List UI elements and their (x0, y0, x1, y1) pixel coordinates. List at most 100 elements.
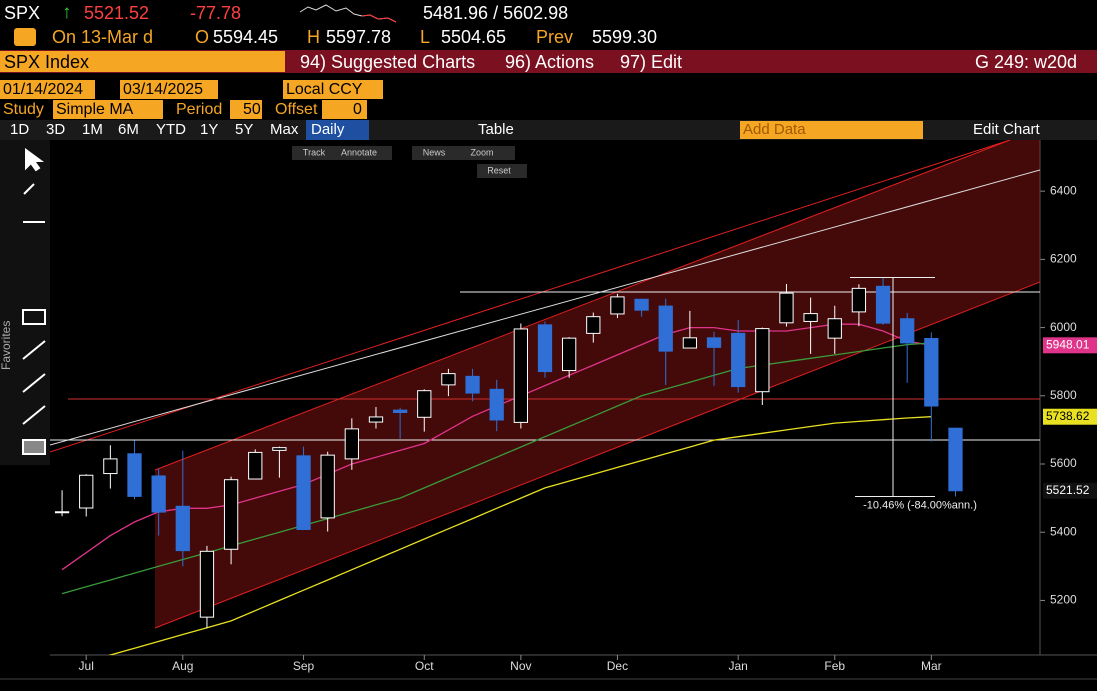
day-range: 5481.96 / 5602.98 (423, 3, 569, 23)
tool-button[interactable] (337, 146, 392, 160)
candle-body (610, 296, 625, 315)
tool-button[interactable] (292, 146, 347, 160)
range-button[interactable]: 1D (10, 121, 30, 138)
period[interactable]: 50 (243, 101, 261, 118)
currency[interactable]: Local CCY (286, 81, 363, 98)
menu[interactable]: 97) Edit (620, 52, 683, 72)
up-arrow: ↑ (62, 2, 72, 23)
page-code: G 249: w20d (975, 52, 1078, 72)
candle-body (248, 451, 263, 480)
candle-body (634, 298, 649, 311)
tool-label[interactable]: News (423, 147, 446, 157)
candle-body (320, 454, 335, 519)
menu[interactable]: 96) Actions (505, 52, 595, 72)
sparkline (299, 4, 397, 23)
offset-box[interactable] (322, 100, 367, 119)
x-tick-label: Nov (510, 659, 531, 673)
value-tag-label: 5521.52 (1046, 483, 1090, 497)
range-button[interactable]: Max (270, 121, 299, 138)
candle-body (779, 292, 794, 324)
edit-chart[interactable]: Edit Chart (973, 121, 1040, 138)
date-box[interactable] (120, 80, 218, 99)
range-button[interactable]: 6M (118, 121, 139, 138)
x-tick-label: Sep (293, 659, 315, 673)
date-box[interactable] (0, 80, 95, 99)
candle-body (827, 318, 842, 339)
value-tag-label: 5948.01 (1046, 337, 1090, 351)
candle-body (103, 458, 118, 475)
last-price: 5521.52 (84, 3, 150, 23)
candle-body (79, 474, 94, 509)
offset[interactable]: 0 (353, 101, 362, 118)
security[interactable]: SPX Index (4, 52, 90, 72)
drawings (50, 140, 1040, 629)
x-tick-label: Dec (607, 659, 628, 673)
as-of: On 13-Mar d (52, 27, 154, 47)
y-tick-label: 6200 (1050, 252, 1077, 266)
ticker: SPX (4, 3, 41, 23)
tool-label[interactable]: Zoom (470, 147, 493, 157)
candle-body (441, 373, 456, 386)
x-tick-label: Jul (79, 659, 94, 673)
y-tick-label: 5400 (1050, 524, 1077, 538)
y-tick-label: 6000 (1050, 320, 1077, 334)
freq-box[interactable] (306, 120, 369, 140)
y-tick-label: 5200 (1050, 593, 1077, 607)
candle-body (272, 447, 287, 451)
value-tag (1043, 408, 1097, 425)
range-button[interactable]: 1M (82, 121, 103, 138)
range-button[interactable]: 3D (46, 121, 66, 138)
candle-body (851, 287, 867, 313)
add-data-box[interactable] (740, 121, 923, 139)
menu[interactable]: 94) Suggested Charts (300, 52, 476, 72)
candle-body (127, 453, 142, 497)
low: 5504.65 (441, 27, 507, 47)
tool-label[interactable]: Track (303, 147, 326, 157)
table-button[interactable]: Table (478, 121, 514, 138)
end-date[interactable]: 03/14/2025 (123, 81, 204, 98)
x-tick-label: Aug (172, 659, 193, 673)
high: 5597.78 (326, 27, 392, 47)
start-date[interactable]: 01/14/2024 (3, 81, 84, 98)
candle-body (731, 332, 746, 388)
frequency[interactable]: Daily (311, 121, 345, 138)
candle-body (682, 337, 698, 349)
candle-body (54, 511, 70, 514)
value-tag (1043, 337, 1097, 354)
candle-body (175, 505, 190, 552)
study[interactable]: Simple MA (56, 101, 134, 118)
study-label: Study (3, 101, 44, 118)
measure-label: -10.46% (-84.00%ann.) (863, 499, 977, 511)
year-label: 2025 (849, 689, 876, 691)
ccy-box[interactable] (283, 80, 383, 99)
tool-button[interactable] (460, 146, 515, 160)
tool-label[interactable]: Reset (487, 165, 511, 175)
channel (155, 140, 1040, 628)
tool-button[interactable] (412, 146, 467, 160)
candle-body (513, 328, 528, 423)
candle-body (948, 427, 963, 492)
x-tick-label: Feb (824, 659, 845, 673)
tool-button[interactable] (477, 164, 527, 178)
range-button[interactable]: 5Y (235, 121, 254, 138)
study-box[interactable] (53, 100, 163, 119)
candle-body (706, 337, 722, 348)
range-button[interactable]: YTD (156, 121, 186, 138)
candle-body (417, 390, 432, 418)
net-change: -77.78 (190, 3, 242, 23)
open: 5594.45 (213, 27, 279, 47)
tool-label[interactable]: Annotate (341, 147, 377, 157)
candle-body (755, 328, 770, 393)
add-data[interactable]: Add Data (743, 121, 806, 138)
range-button[interactable]: 1Y (200, 121, 219, 138)
clock-icon (14, 28, 36, 46)
prev-label: Prev (536, 27, 574, 47)
candle-body (924, 337, 939, 407)
value-tag (1043, 482, 1097, 499)
candle-body (658, 305, 673, 352)
security-box[interactable] (0, 51, 285, 72)
channel-line (154, 140, 1011, 471)
candle-body (151, 475, 166, 513)
year-label: 2024 (355, 689, 382, 691)
period-box[interactable] (230, 100, 262, 119)
